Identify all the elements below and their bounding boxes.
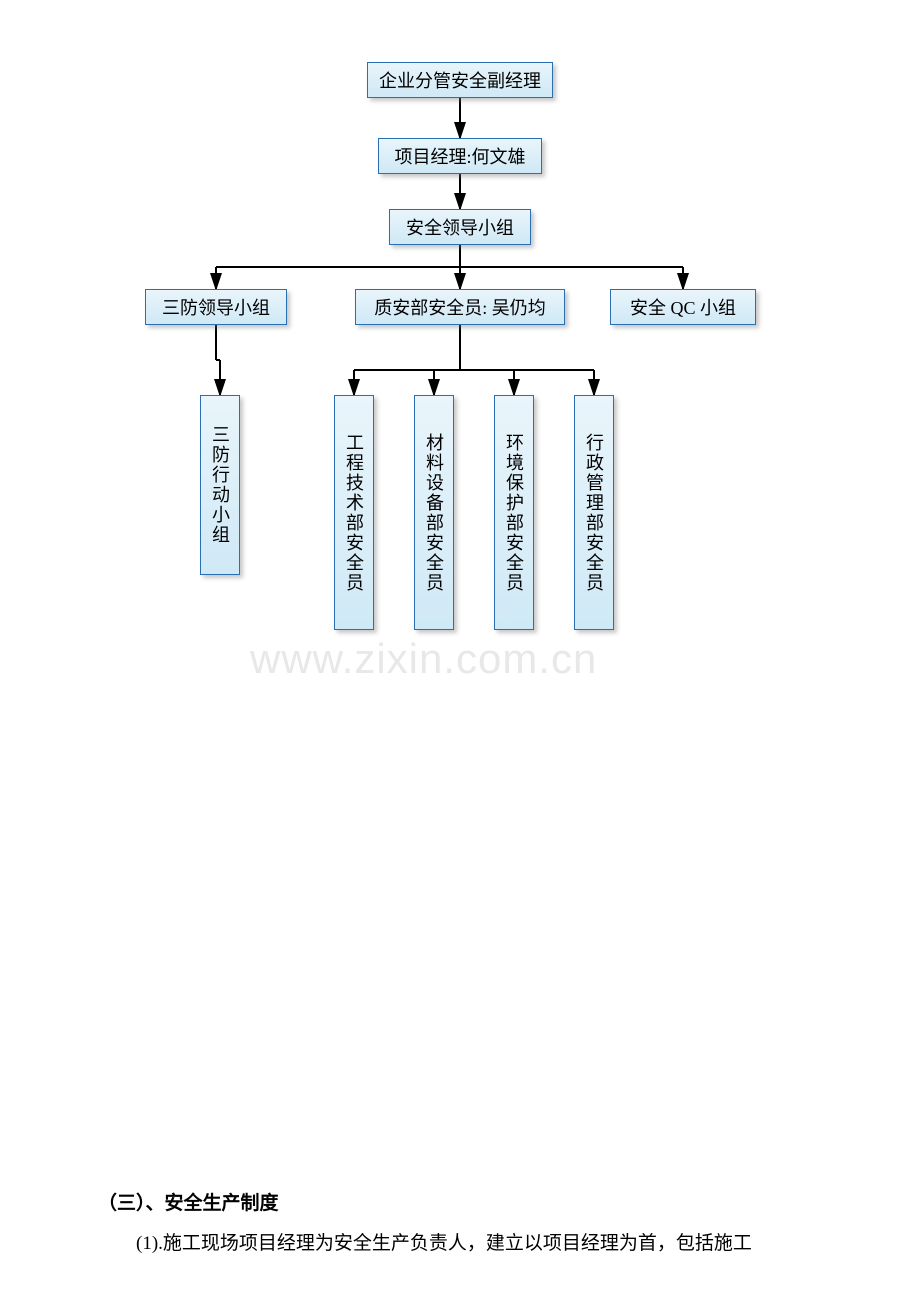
flowchart-node: 三防领导小组 — [145, 289, 287, 325]
org-flowchart: 企业分管安全副经理项目经理:何文雄安全领导小组三防领导小组 质安部安全员: 吴仍均… — [0, 0, 920, 700]
heading-prefix: （三）、 — [98, 1193, 165, 1214]
section-heading: （三）、安全生产制度 — [98, 1186, 858, 1222]
flowchart-node: 三防行动小组 — [200, 395, 240, 575]
flowchart-node: 环境保护部安全员 — [494, 395, 534, 630]
flowchart-connectors — [0, 0, 920, 700]
flowchart-node: 安全领导小组 — [389, 209, 531, 245]
flowchart-node: 质安部安全员: 吴仍均 — [355, 289, 565, 325]
flowchart-node: 企业分管安全副经理 — [367, 62, 553, 98]
flowchart-node: 安全 QC 小组 — [610, 289, 756, 325]
flowchart-node: 工程技术部安全员 — [334, 395, 374, 630]
flowchart-node: 项目经理:何文雄 — [378, 138, 542, 174]
flowchart-node: 行政管理部安全员 — [574, 395, 614, 630]
heading-title: 安全生产制度 — [165, 1193, 279, 1214]
paragraph-1: (1).施工现场项目经理为安全生产负责人，建立以项目经理为首，包括施工 — [98, 1226, 858, 1262]
watermark-text: www.zixin.com.cn — [250, 635, 597, 683]
flowchart-node: 材料设备部安全员 — [414, 395, 454, 630]
